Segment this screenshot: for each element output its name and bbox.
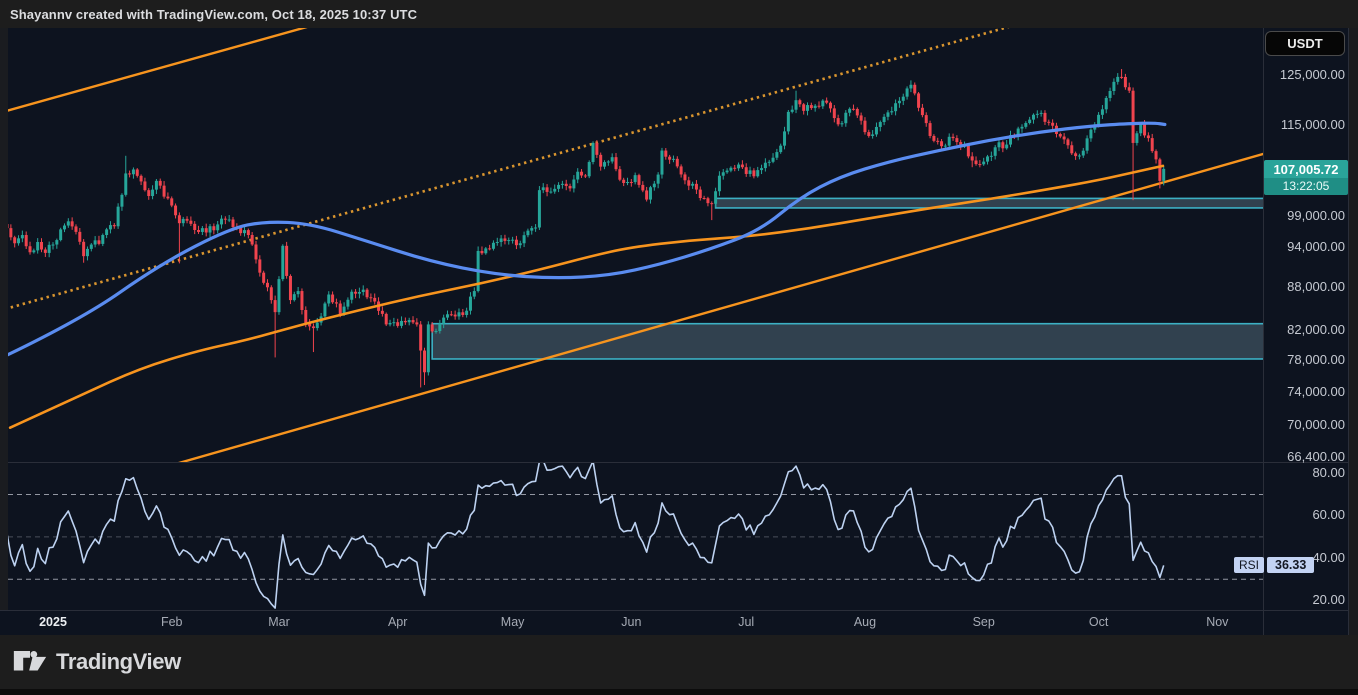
time-axis-label: Jun (621, 615, 642, 629)
time-axis-label: 2025 (39, 615, 67, 629)
price-tick-label: 82,000.00 (1287, 321, 1345, 337)
time-axis-label: Aug (853, 615, 877, 629)
left-gutter (0, 28, 8, 610)
rsi-indicator-label: RSI (1234, 557, 1265, 574)
rsi-tick-label: 40.00 (1312, 549, 1345, 565)
time-axis-label: Feb (160, 615, 183, 629)
right-scrollbar-gutter[interactable] (1348, 28, 1358, 635)
price-tick-label: 70,000.00 (1287, 417, 1345, 433)
header-bar: Shayannv created with TradingView.com, O… (0, 0, 1358, 28)
price-tick-label: 115,000.00 (1280, 117, 1345, 133)
price-tick-label: 99,000.00 (1287, 207, 1345, 223)
time-axis-label: Jul (738, 615, 755, 629)
rsi-value-badge: RSI 36.33 (1234, 557, 1315, 574)
currency-button[interactable]: USDT (1265, 31, 1345, 56)
tradingview-logo-link[interactable]: TradingView (13, 649, 181, 675)
time-axis-label: May (500, 615, 525, 629)
price-tick-label: 78,000.00 (1287, 351, 1345, 367)
price-tick-label: 88,000.00 (1287, 278, 1345, 294)
time-axis-label: Mar (268, 615, 290, 629)
tradingview-logo-icon (13, 650, 47, 671)
bar-countdown: 13:22:05 (1264, 177, 1348, 195)
price-tick-label: 125,000.00 (1279, 67, 1345, 83)
time-axis-label: Nov (1206, 615, 1229, 629)
price-tick-label: 74,000.00 (1287, 383, 1345, 399)
time-axis-label: Oct (1088, 615, 1109, 629)
rsi-tick-label: 20.00 (1312, 592, 1345, 607)
rsi-current-value: 36.33 (1267, 557, 1315, 574)
footer-bar: TradingView (0, 635, 1358, 695)
rsi-tick-label: 60.00 (1312, 507, 1345, 523)
last-price-label: 107,005.72 13:22:05 (1264, 159, 1348, 195)
time-axis-label: Sep (972, 615, 995, 629)
attribution-text: Shayannv created with TradingView.com, O… (10, 6, 418, 22)
price-tick-label: 66,400.00 (1287, 448, 1345, 464)
rsi-tick-label: 80.00 (1312, 464, 1345, 480)
brand-text: TradingView (56, 649, 181, 674)
price-tick-label: 94,000.00 (1287, 239, 1345, 255)
last-price-value: 107,005.72 (1264, 159, 1348, 178)
time-axis-label: Apr (387, 615, 408, 629)
